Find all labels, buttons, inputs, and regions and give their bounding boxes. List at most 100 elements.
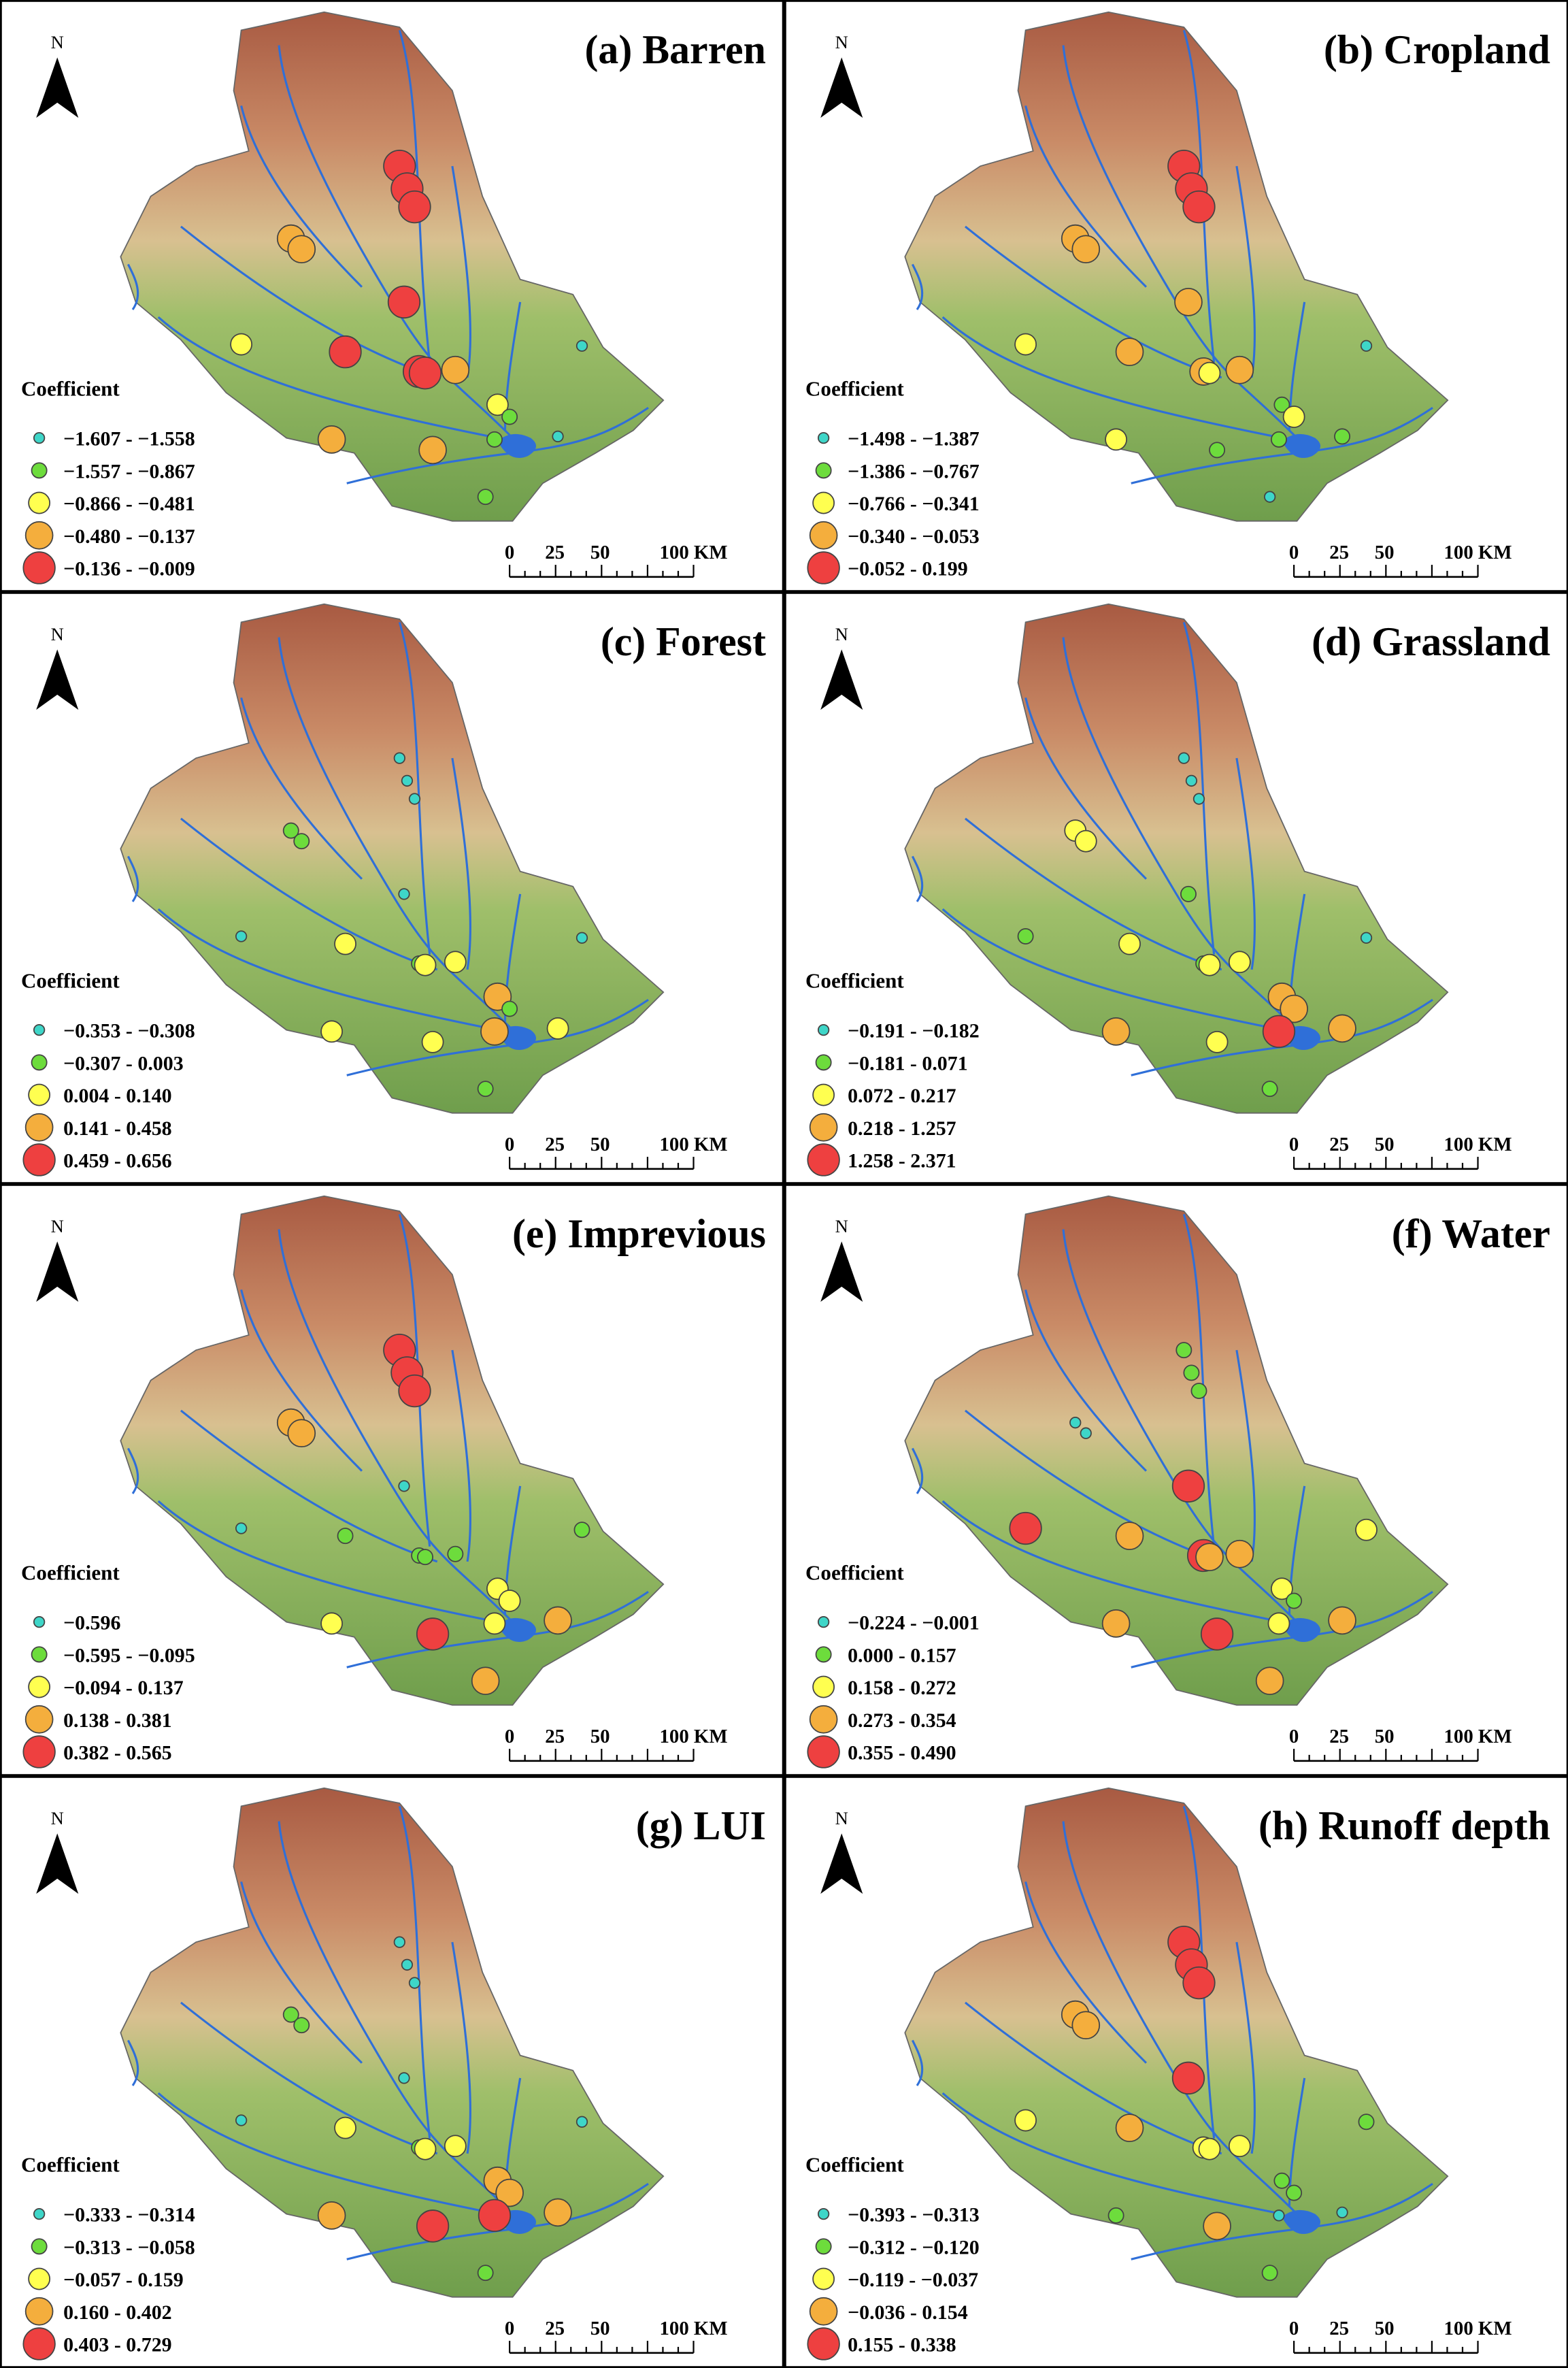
site-marker (320, 1020, 343, 1043)
site-marker (1171, 1469, 1205, 1503)
site-marker (401, 774, 414, 787)
scale-label: 0 (505, 1726, 514, 1747)
site-marker (334, 932, 356, 955)
legend-label: −0.353 - −0.308 (63, 1020, 195, 1042)
legend-label: 0.000 - 0.157 (848, 1644, 956, 1666)
site-marker (1255, 1666, 1284, 1696)
north-label: N (51, 32, 64, 52)
legend-label: −1.557 - −0.867 (63, 460, 195, 482)
legend-label: −0.596 (63, 1612, 120, 1634)
legend-symbol (28, 1083, 51, 1106)
site-marker (1118, 932, 1141, 955)
site-marker (544, 2198, 572, 2227)
legend-symbol (806, 551, 840, 585)
panel-title: (b) Cropland (1323, 27, 1550, 72)
river (1061, 45, 1298, 439)
scale-label: 100 KM (1444, 1134, 1512, 1155)
site-marker (1101, 1609, 1130, 1638)
map-panel: (a) Barren N Coefficient −1.607 - −1.558 −1.… (0, 0, 784, 592)
site-marker (1115, 1522, 1144, 1550)
river (1235, 1941, 1256, 2154)
legend-symbol (806, 2327, 840, 2361)
site-marker (1261, 1081, 1278, 1098)
site-marker (1173, 288, 1203, 316)
legend-label: 0.382 - 0.565 (63, 1742, 172, 1764)
site-marker (1115, 338, 1144, 366)
site-marker (544, 1606, 572, 1635)
map-panel: (c) Forest N Coefficient −0.353 - −0.308 −0.… (0, 592, 784, 1184)
legend-symbol (28, 1675, 51, 1698)
site-marker (235, 1522, 248, 1534)
north-arrow (820, 57, 863, 118)
site-marker (287, 235, 316, 264)
site-marker (477, 489, 494, 506)
scale-label: 0 (1288, 542, 1298, 563)
legend-title: Coefficient (21, 376, 120, 400)
site-marker (576, 340, 588, 352)
site-marker (573, 1522, 590, 1539)
river (127, 855, 139, 902)
site-marker (418, 435, 447, 465)
legend-symbol (812, 1675, 835, 1698)
north-arrow (36, 649, 79, 710)
site-marker (317, 425, 346, 454)
legend-symbol (812, 491, 835, 514)
river (278, 45, 514, 439)
reservoir (1281, 433, 1320, 459)
reservoir (497, 1617, 537, 1643)
site-marker (408, 1977, 421, 1989)
site-marker (1198, 2137, 1220, 2160)
river (1061, 1821, 1298, 2215)
legend-label: −0.313 - −0.058 (63, 2236, 195, 2258)
site-marker (235, 930, 248, 942)
site-marker (1071, 235, 1100, 264)
river (911, 855, 923, 902)
site-marker (576, 2116, 588, 2128)
river (1182, 1805, 1215, 2139)
legend-title: Coefficient (805, 376, 904, 400)
site-marker (398, 1480, 410, 1492)
north-label: N (51, 1216, 64, 1236)
river (398, 621, 431, 955)
legend-label: 1.258 - 2.371 (848, 1150, 956, 1172)
river (964, 2001, 1222, 2155)
site-marker (444, 2135, 467, 2158)
river (1235, 1349, 1256, 1562)
river (1061, 637, 1298, 1031)
site-marker (1074, 829, 1097, 853)
basin (903, 1787, 1448, 2298)
scale-label: 50 (1374, 542, 1394, 563)
legend-label: −0.136 - −0.009 (63, 558, 195, 580)
panel-title: (d) Grassland (1312, 619, 1550, 664)
legend-symbol (33, 431, 46, 444)
legend-title: Coefficient (21, 1560, 120, 1584)
site-marker (1195, 1543, 1224, 1572)
site-marker (1190, 1383, 1207, 1400)
site-marker (320, 1612, 343, 1635)
site-marker (387, 285, 421, 319)
site-marker (282, 2006, 299, 2023)
scale-label: 0 (1288, 1726, 1298, 1747)
site-marker (1228, 951, 1251, 974)
river (451, 757, 471, 970)
site-marker (1354, 1518, 1378, 1541)
legend-symbol (809, 521, 837, 550)
site-marker (393, 1936, 405, 1948)
north-arrow (36, 1241, 79, 1302)
site-marker (398, 888, 410, 900)
site-marker (1225, 355, 1254, 384)
river (1024, 105, 1147, 288)
panel-title: (f) Water (1391, 1211, 1550, 1256)
legend-label: −1.607 - −1.558 (63, 428, 195, 450)
site-marker (1327, 1606, 1356, 1635)
river (964, 1409, 1222, 1563)
river (180, 1409, 438, 1563)
scale-label: 0 (1288, 2318, 1298, 2339)
panel-title: (h) Runoff depth (1258, 1803, 1550, 1848)
river (911, 2039, 923, 2086)
legend-symbol (28, 2267, 51, 2290)
legend-title: Coefficient (21, 968, 120, 992)
site-marker (1198, 953, 1220, 976)
river (398, 1805, 431, 2139)
river (964, 225, 1222, 379)
